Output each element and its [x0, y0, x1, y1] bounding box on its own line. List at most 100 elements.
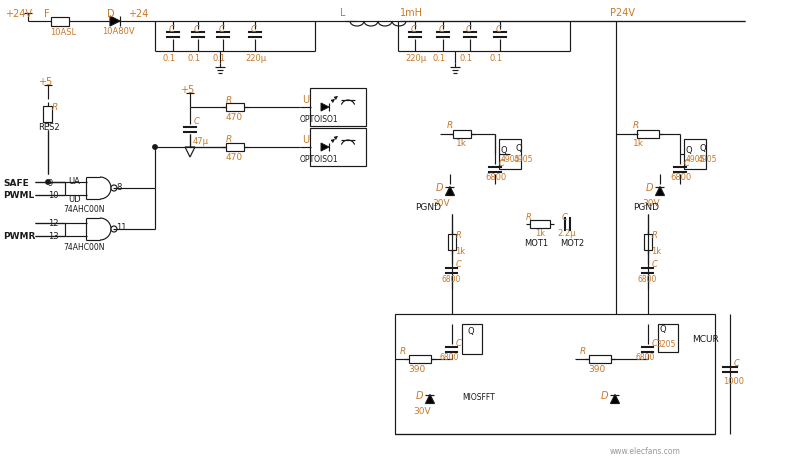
Text: 13: 13	[48, 232, 59, 241]
Text: R: R	[226, 95, 232, 104]
Text: 1k: 1k	[534, 229, 544, 238]
Text: 390: 390	[587, 365, 605, 374]
Text: OPTOISO1: OPTOISO1	[300, 155, 338, 164]
Text: 4905: 4905	[500, 154, 520, 163]
Text: 6800: 6800	[669, 173, 691, 182]
Text: 10ASL: 10ASL	[50, 28, 76, 36]
Bar	[409, 355, 430, 363]
Text: C: C	[251, 24, 256, 34]
Bar	[657, 325, 677, 352]
Text: C: C	[410, 24, 417, 34]
Text: UD: UD	[68, 195, 80, 204]
Text: 8: 8	[116, 182, 121, 191]
Text: Q: Q	[516, 143, 522, 152]
Text: MOT1: MOT1	[524, 239, 548, 248]
Text: +24: +24	[128, 9, 149, 19]
Text: +24V: +24V	[5, 9, 32, 19]
Text: Q: Q	[500, 146, 507, 155]
Text: 0.1: 0.1	[459, 53, 472, 62]
Polygon shape	[320, 104, 328, 112]
Text: P24V: P24V	[609, 8, 634, 18]
Circle shape	[46, 180, 50, 185]
Text: 11: 11	[116, 223, 126, 232]
Text: 6800: 6800	[442, 275, 461, 284]
Polygon shape	[425, 395, 434, 403]
Text: R: R	[446, 120, 453, 129]
Text: +5: +5	[180, 85, 194, 95]
Text: C: C	[651, 260, 657, 269]
Text: 0.1: 0.1	[188, 53, 201, 62]
Polygon shape	[609, 395, 619, 403]
Text: R: R	[455, 231, 461, 240]
Text: 3205: 3205	[655, 340, 675, 349]
Text: SAFE: SAFE	[3, 178, 29, 187]
Text: D: D	[435, 183, 443, 193]
Text: UA: UA	[68, 177, 79, 186]
Text: C: C	[499, 158, 504, 167]
Polygon shape	[110, 17, 120, 27]
Bar	[643, 235, 651, 251]
Text: 470: 470	[226, 112, 243, 121]
Text: 9: 9	[48, 178, 53, 187]
Text: C: C	[218, 24, 225, 34]
Text: MOT2: MOT2	[560, 239, 584, 248]
Text: www.elecfans.com: www.elecfans.com	[609, 447, 680, 455]
Text: U: U	[302, 134, 308, 145]
Text: 30V: 30V	[642, 198, 658, 207]
Bar	[683, 140, 705, 170]
Text: U: U	[302, 95, 308, 105]
Text: 47μ: 47μ	[193, 137, 209, 146]
Text: R: R	[579, 347, 585, 356]
Circle shape	[153, 146, 157, 150]
Text: MCUR: MCUR	[691, 335, 718, 344]
Text: 390: 390	[407, 365, 425, 374]
Circle shape	[111, 226, 117, 233]
Text: C: C	[169, 24, 175, 34]
Text: 220μ: 220μ	[245, 53, 266, 62]
Text: R: R	[400, 347, 406, 356]
Text: 4905: 4905	[513, 155, 533, 164]
Bar	[452, 131, 471, 139]
Text: 6800: 6800	[484, 173, 506, 182]
Text: D: D	[601, 390, 608, 400]
Text: C: C	[194, 117, 200, 126]
Text: PGND: PGND	[632, 202, 658, 211]
Bar	[43, 107, 52, 123]
Text: C: C	[466, 24, 471, 34]
Text: Q: Q	[659, 325, 666, 334]
Text: OPTOISO1: OPTOISO1	[300, 115, 338, 124]
Text: R: R	[651, 231, 657, 240]
Bar	[310, 129, 365, 167]
Text: 0.1: 0.1	[163, 53, 176, 62]
Text: PGND: PGND	[414, 202, 441, 211]
Text: D: D	[645, 183, 653, 193]
Bar	[462, 325, 482, 354]
Text: 30V: 30V	[413, 407, 430, 415]
Text: 74AHC00N: 74AHC00N	[63, 243, 104, 252]
Text: 4905: 4905	[685, 154, 704, 163]
Polygon shape	[320, 144, 328, 151]
Bar	[529, 220, 549, 229]
Text: R: R	[226, 135, 232, 144]
Text: 220μ: 220μ	[405, 53, 426, 62]
Bar	[636, 131, 658, 139]
Text: C: C	[651, 339, 657, 348]
Text: R: R	[632, 120, 638, 129]
Text: 1k: 1k	[632, 138, 643, 147]
Bar	[310, 89, 365, 127]
Polygon shape	[445, 187, 454, 196]
Text: MIOSFFT: MIOSFFT	[462, 392, 494, 402]
Text: D: D	[415, 390, 423, 400]
Bar	[499, 140, 520, 170]
Bar	[394, 314, 714, 434]
Text: L: L	[340, 8, 345, 18]
Text: 0.1: 0.1	[433, 53, 446, 62]
Text: 6800: 6800	[439, 353, 459, 362]
Text: 0.1: 0.1	[213, 53, 226, 62]
Text: 4905: 4905	[697, 155, 716, 164]
Bar	[447, 235, 455, 251]
Text: 30V: 30V	[431, 198, 449, 207]
Text: C: C	[194, 24, 200, 34]
Circle shape	[111, 185, 117, 191]
Text: 0.1: 0.1	[489, 53, 503, 62]
